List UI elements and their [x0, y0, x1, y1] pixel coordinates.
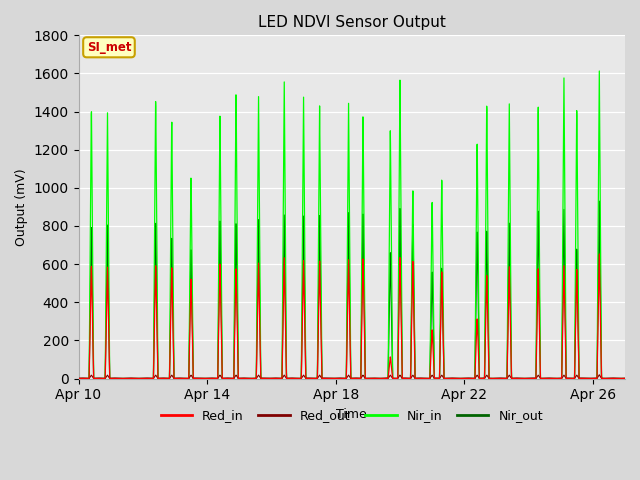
Y-axis label: Output (mV): Output (mV) [15, 168, 28, 246]
Legend: Red_in, Red_out, Nir_in, Nir_out: Red_in, Red_out, Nir_in, Nir_out [156, 404, 548, 427]
X-axis label: Time: Time [337, 408, 367, 421]
Title: LED NDVI Sensor Output: LED NDVI Sensor Output [258, 15, 445, 30]
Text: SI_met: SI_met [87, 41, 131, 54]
